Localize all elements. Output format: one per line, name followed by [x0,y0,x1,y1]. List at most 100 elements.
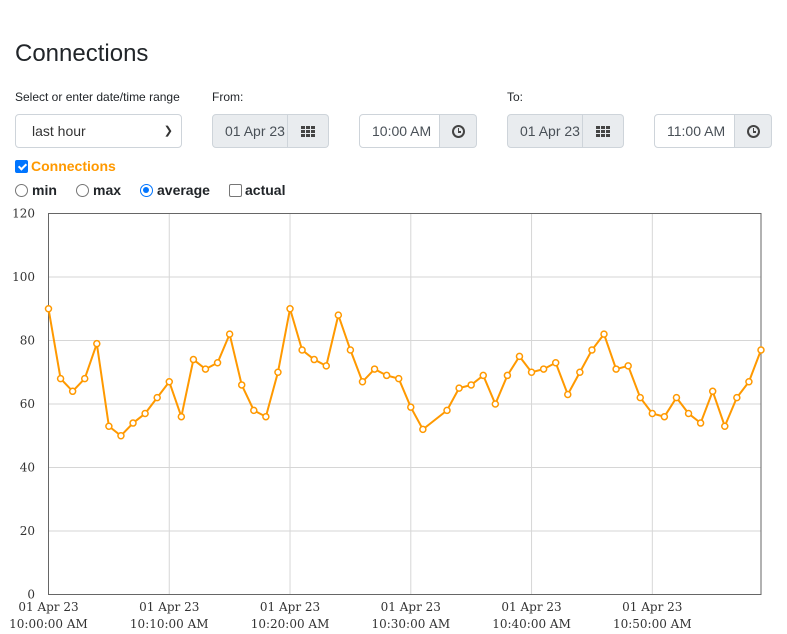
x-tick-label-date: 01 Apr 23 [260,600,320,614]
data-point [141,409,149,418]
data-point [684,409,693,418]
y-tick-label: 120 [12,207,35,221]
from-clock-button[interactable] [440,114,477,148]
data-point [696,419,705,427]
y-tick-label: 60 [20,397,35,411]
data-point [539,365,548,373]
stat-label: min [32,182,57,198]
data-point [44,305,53,313]
data-point [745,378,753,386]
data-point [117,432,125,440]
data-point [527,368,536,376]
to-calendar-button[interactable] [583,114,624,148]
stat-label: max [93,182,122,198]
range-label: Select or enter date/time range [15,90,180,104]
x-tick-label-date: 01 Apr 23 [622,600,682,614]
data-point [274,368,282,376]
page-title: Connections [15,40,149,67]
y-tick-label: 100 [12,270,35,284]
calendar-icon [301,125,315,137]
stat-radio[interactable] [76,183,89,197]
y-tick-label: 80 [20,334,35,348]
stat-radio[interactable] [140,183,153,197]
to-label: To: [507,90,524,104]
data-point [105,422,113,430]
x-tick-label-date: 01 Apr 23 [501,600,561,614]
data-point [153,393,161,402]
data-point [636,393,644,402]
y-tick-label: 20 [20,524,35,538]
data-point [129,419,137,427]
plot-frame [48,213,762,595]
range-select-value: last hour [32,123,86,139]
series-toggle[interactable]: Connections [15,158,116,174]
data-point [93,339,101,348]
data-point [334,311,343,319]
data-point [346,346,355,354]
data-point [515,352,524,361]
data-point [370,365,379,373]
stat-radio[interactable] [15,183,28,197]
x-tick-label-time: 10:40:00 AM [492,617,571,631]
data-point [407,403,415,411]
data-point [624,362,632,370]
data-point [250,406,258,415]
stat-checkbox[interactable] [229,183,242,197]
data-point [455,384,463,392]
data-point [672,393,681,402]
data-point [165,378,174,386]
to-date-input[interactable]: 01 Apr 23 [507,114,583,148]
stat-option-actual[interactable]: actual [229,182,285,198]
data-point [721,422,729,430]
calendar-icon [596,125,610,137]
x-tick-label-time: 10:20:00 AM [251,617,330,631]
x-tick-label-date: 01 Apr 23 [139,600,199,614]
data-point [708,387,717,396]
data-point [213,358,222,367]
from-time-input[interactable]: 10:00 AM [359,114,440,148]
data-point [419,425,427,434]
x-tick-label-time: 10:50:00 AM [613,617,692,631]
x-tick-label-time: 10:30:00 AM [371,617,450,631]
series-checkbox[interactable] [15,159,28,173]
series-toggle-label: Connections [31,158,116,174]
from-calendar-button[interactable] [288,114,329,148]
data-point [600,330,608,338]
clock-icon [451,124,465,138]
data-point [298,346,306,354]
data-point [68,387,77,396]
data-point [443,406,451,415]
data-point [479,371,487,380]
data-point [660,412,669,421]
from-date-input[interactable]: 01 Apr 23 [212,114,288,148]
data-point [225,330,234,338]
x-tick-label-date: 01 Apr 23 [18,600,78,614]
data-point [177,412,186,421]
data-point [757,346,765,354]
data-point [564,390,572,399]
data-point [491,400,500,408]
stat-option-max[interactable]: max [76,182,121,198]
y-tick-label: 40 [20,461,35,475]
stat-option-min[interactable]: min [15,182,57,198]
data-point [189,355,198,364]
data-point [733,393,741,402]
stat-label: average [157,182,210,198]
x-tick-label-time: 10:10:00 AM [130,617,209,631]
data-point [80,374,89,383]
x-tick-label-date: 01 Apr 23 [381,600,441,614]
chevron-down-icon: ❯ [163,125,173,137]
data-point [262,412,270,421]
stat-option-average[interactable]: average [140,182,210,198]
x-tick-label-time: 10:00:00 AM [9,617,88,631]
range-select[interactable]: last hour ❯ [15,114,182,148]
to-clock-button[interactable] [735,114,772,148]
to-time-input[interactable]: 11:00 AM [654,114,735,148]
data-point [322,362,331,370]
data-point [237,381,246,389]
data-point [286,305,294,313]
data-point [503,371,512,380]
data-point [56,374,65,383]
data-point [310,355,318,364]
data-point [612,365,620,373]
